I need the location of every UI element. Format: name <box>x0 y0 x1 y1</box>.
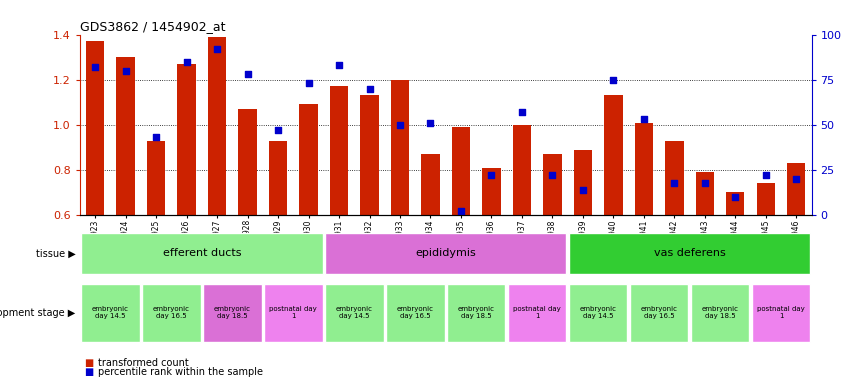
Bar <box>208 37 226 215</box>
Point <box>728 194 742 200</box>
Text: transformed count: transformed count <box>98 358 189 368</box>
Point <box>394 122 407 128</box>
Text: embryonic
day 18.5: embryonic day 18.5 <box>458 306 495 319</box>
Text: embryonic
day 16.5: embryonic day 16.5 <box>641 306 678 319</box>
Point <box>606 77 620 83</box>
Point <box>484 172 498 179</box>
Bar <box>330 86 348 215</box>
Bar <box>325 283 383 343</box>
Bar <box>391 80 409 215</box>
Text: embryonic
day 16.5: embryonic day 16.5 <box>397 306 434 319</box>
Point <box>302 80 315 86</box>
Text: development stage ▶: development stage ▶ <box>0 308 76 318</box>
Bar <box>630 283 689 343</box>
Bar <box>452 127 470 215</box>
Bar <box>726 192 744 215</box>
Point <box>454 209 468 215</box>
Text: percentile rank within the sample: percentile rank within the sample <box>98 367 263 377</box>
Bar <box>787 163 806 215</box>
Bar <box>269 141 287 215</box>
Point <box>88 64 102 70</box>
Bar <box>386 283 445 343</box>
Text: epididymis: epididymis <box>415 248 476 258</box>
Point <box>516 109 529 115</box>
Bar <box>81 233 323 274</box>
Text: embryonic
day 18.5: embryonic day 18.5 <box>214 306 251 319</box>
Point <box>241 71 254 77</box>
Bar <box>569 283 627 343</box>
Bar <box>508 283 567 343</box>
Bar <box>513 125 531 215</box>
Bar <box>81 283 140 343</box>
Point <box>637 116 651 122</box>
Bar <box>86 41 104 215</box>
Bar <box>360 96 378 215</box>
Text: embryonic
day 14.5: embryonic day 14.5 <box>579 306 616 319</box>
Bar <box>421 154 440 215</box>
Text: efferent ducts: efferent ducts <box>162 248 241 258</box>
Text: postnatal day
1: postnatal day 1 <box>757 306 805 319</box>
Bar <box>177 64 196 215</box>
Point <box>668 179 681 185</box>
Bar <box>116 57 135 215</box>
Text: tissue ▶: tissue ▶ <box>36 248 76 258</box>
Text: embryonic
day 14.5: embryonic day 14.5 <box>336 306 373 319</box>
Bar <box>690 283 749 343</box>
Bar <box>574 150 592 215</box>
Bar <box>238 109 257 215</box>
Point <box>150 134 163 141</box>
Bar <box>203 283 262 343</box>
Text: embryonic
day 18.5: embryonic day 18.5 <box>701 306 738 319</box>
Bar <box>147 141 165 215</box>
Text: embryonic
day 14.5: embryonic day 14.5 <box>92 306 129 319</box>
Text: ■: ■ <box>84 358 93 368</box>
Bar <box>696 172 714 215</box>
Point <box>210 46 224 52</box>
Bar <box>142 283 201 343</box>
Bar <box>569 233 811 274</box>
Bar <box>604 96 622 215</box>
Point <box>759 172 773 179</box>
Text: embryonic
day 16.5: embryonic day 16.5 <box>153 306 190 319</box>
Bar <box>665 141 684 215</box>
Point <box>546 172 559 179</box>
Point <box>119 68 132 74</box>
Bar <box>757 184 775 215</box>
Point <box>332 62 346 68</box>
Text: vas deferens: vas deferens <box>653 248 726 258</box>
Point <box>362 86 376 92</box>
Point <box>576 187 590 193</box>
Bar <box>482 168 500 215</box>
Bar <box>299 104 318 215</box>
Bar <box>447 283 505 343</box>
Text: ■: ■ <box>84 367 93 377</box>
Point <box>180 59 193 65</box>
Bar <box>752 283 811 343</box>
Point <box>698 179 711 185</box>
Text: GDS3862 / 1454902_at: GDS3862 / 1454902_at <box>80 20 225 33</box>
Bar <box>543 154 562 215</box>
Text: postnatal day
1: postnatal day 1 <box>513 306 561 319</box>
Text: postnatal day
1: postnatal day 1 <box>269 306 317 319</box>
Point <box>424 120 437 126</box>
Bar <box>325 233 567 274</box>
Bar <box>264 283 323 343</box>
Bar <box>635 122 653 215</box>
Point <box>790 176 803 182</box>
Point <box>272 127 285 133</box>
